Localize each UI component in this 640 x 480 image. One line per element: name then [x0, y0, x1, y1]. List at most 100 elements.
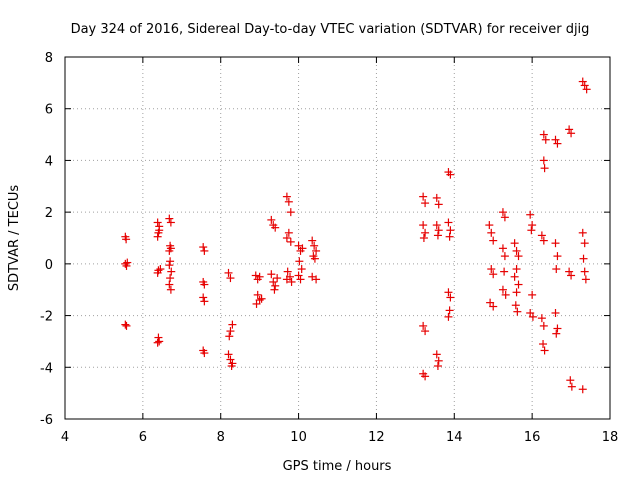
data-point: [434, 200, 443, 209]
y-tick-label: 6: [45, 103, 53, 118]
data-point: [199, 243, 208, 252]
data-point: [539, 236, 548, 245]
plot-frame: [64, 56, 611, 420]
data-point: [286, 208, 295, 217]
data-point: [539, 130, 548, 139]
data-point: [432, 350, 441, 359]
data-point: [200, 246, 209, 255]
data-point: [566, 376, 575, 385]
data-point: [580, 267, 589, 276]
data-point: [166, 274, 175, 283]
data-point: [166, 257, 175, 266]
data-point: [498, 244, 507, 253]
data-point: [432, 221, 441, 230]
data-point: [528, 290, 537, 299]
x-tick-label: 14: [446, 430, 463, 445]
data-point: [224, 350, 233, 359]
x-tick-label: 12: [368, 430, 385, 445]
data-point: [225, 332, 234, 341]
data-point: [165, 261, 174, 270]
data-point: [267, 215, 276, 224]
data-point: [226, 327, 235, 336]
data-point: [553, 324, 562, 333]
data-point: [155, 337, 164, 346]
data-point: [200, 349, 209, 358]
data-point: [432, 193, 441, 202]
data-point: [421, 372, 430, 381]
data-point: [121, 259, 130, 268]
y-tick-label: 0: [45, 258, 53, 273]
data-point: [501, 290, 510, 299]
data-point: [487, 265, 496, 274]
data-point: [228, 320, 237, 329]
data-point: [500, 267, 509, 276]
data-point: [434, 226, 443, 235]
data-point: [419, 192, 428, 201]
data-point: [310, 241, 319, 250]
data-point: [421, 228, 430, 237]
y-tick-label: -2: [40, 310, 53, 325]
data-point: [267, 270, 276, 279]
data-point: [567, 129, 576, 138]
data-point: [489, 270, 498, 279]
data-point: [269, 277, 278, 286]
data-points: [121, 77, 591, 394]
x-tick-label: 8: [217, 430, 225, 445]
data-point: [540, 164, 549, 173]
data-point: [565, 125, 574, 134]
data-point: [552, 265, 561, 274]
data-point: [156, 265, 165, 274]
data-point: [296, 275, 305, 284]
data-point: [444, 312, 453, 321]
data-point: [582, 85, 591, 94]
y-axis-label: SDTVAR / TECUs: [7, 185, 22, 292]
data-point: [421, 199, 430, 208]
data-point: [166, 244, 175, 253]
y-tick-label: 4: [45, 154, 53, 169]
data-point: [514, 252, 523, 261]
x-tick-label: 18: [602, 430, 619, 445]
data-point: [295, 257, 304, 266]
data-point: [270, 285, 279, 294]
data-point: [154, 333, 163, 342]
data-point: [433, 361, 442, 370]
data-point: [122, 261, 131, 270]
data-point: [434, 356, 443, 365]
data-point: [252, 299, 261, 308]
data-point: [552, 329, 561, 338]
data-point: [273, 274, 282, 283]
data-point: [551, 239, 560, 248]
data-point: [489, 236, 498, 245]
data-point: [553, 139, 562, 148]
data-point: [512, 288, 521, 297]
data-point: [200, 280, 209, 289]
data-point: [578, 228, 587, 237]
data-point: [153, 232, 162, 241]
data-point: [226, 274, 235, 283]
data-point: [153, 218, 162, 227]
data-point: [297, 265, 306, 274]
data-point: [282, 234, 291, 242]
y-tick-label: 2: [45, 206, 53, 221]
data-point: [551, 308, 560, 317]
data-point: [539, 321, 548, 330]
data-point: [498, 208, 507, 217]
data-point: [253, 290, 262, 299]
y-tick-label: -6: [40, 413, 53, 428]
y-tick-label: -4: [40, 361, 53, 376]
data-point: [511, 301, 520, 310]
data-point: [419, 321, 428, 330]
data-point: [485, 221, 494, 230]
data-point: [421, 327, 430, 336]
data-point: [567, 382, 576, 391]
data-point: [282, 275, 291, 284]
data-point: [537, 314, 546, 323]
data-point: [487, 228, 496, 237]
data-point: [271, 281, 280, 290]
data-point: [284, 228, 293, 237]
data-point: [123, 258, 132, 267]
data-point: [500, 252, 509, 261]
data-point: [298, 244, 307, 253]
data-point: [541, 135, 550, 144]
data-point: [510, 272, 519, 281]
